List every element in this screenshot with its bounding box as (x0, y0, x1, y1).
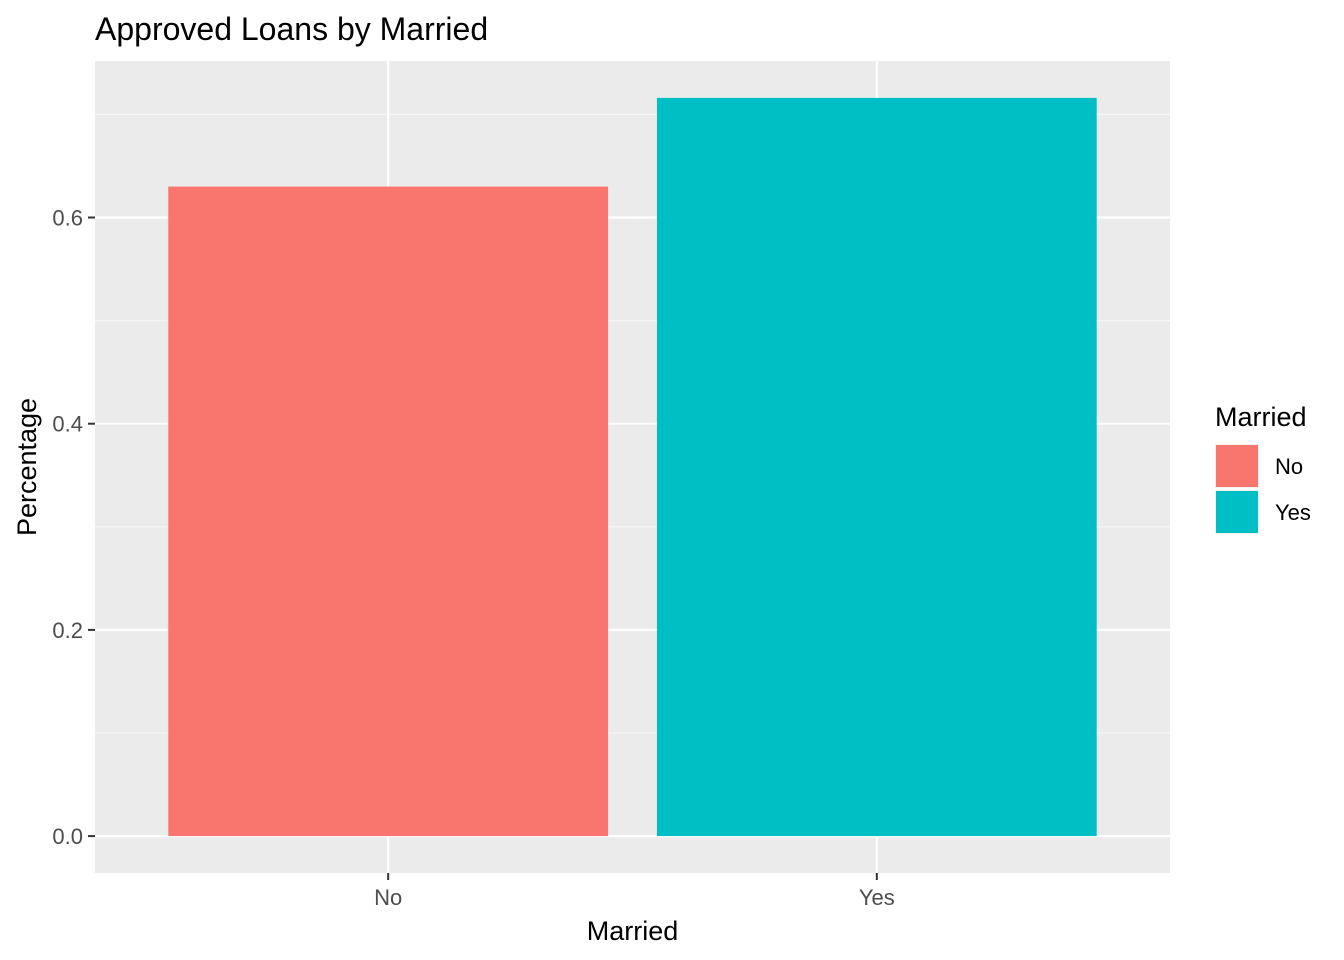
y-tick-label: 0.0 (52, 824, 83, 849)
y-axis: 0.0 0.2 0.4 0.6 (52, 206, 95, 849)
legend-key-swatch-yes (1216, 491, 1258, 533)
x-axis: No Yes (374, 873, 895, 910)
x-tick-label: Yes (859, 885, 895, 910)
legend-title: Married (1215, 402, 1307, 432)
chart-title: Approved Loans by Married (95, 11, 488, 47)
y-tick-label: 0.2 (52, 618, 83, 643)
bar-yes (656, 97, 1097, 837)
legend-label-yes: Yes (1275, 500, 1311, 525)
bars (168, 97, 1097, 837)
y-tick-label: 0.6 (52, 206, 83, 231)
legend: Married No Yes (1215, 402, 1311, 534)
y-axis-title: Percentage (12, 398, 42, 536)
legend-key-swatch-no (1216, 445, 1258, 487)
x-axis-title: Married (587, 916, 679, 946)
legend-label-no: No (1275, 454, 1303, 479)
y-tick-label: 0.4 (52, 412, 83, 437)
bar-no (168, 186, 609, 837)
x-tick-label: No (374, 885, 402, 910)
legend-items: No Yes (1215, 444, 1311, 534)
